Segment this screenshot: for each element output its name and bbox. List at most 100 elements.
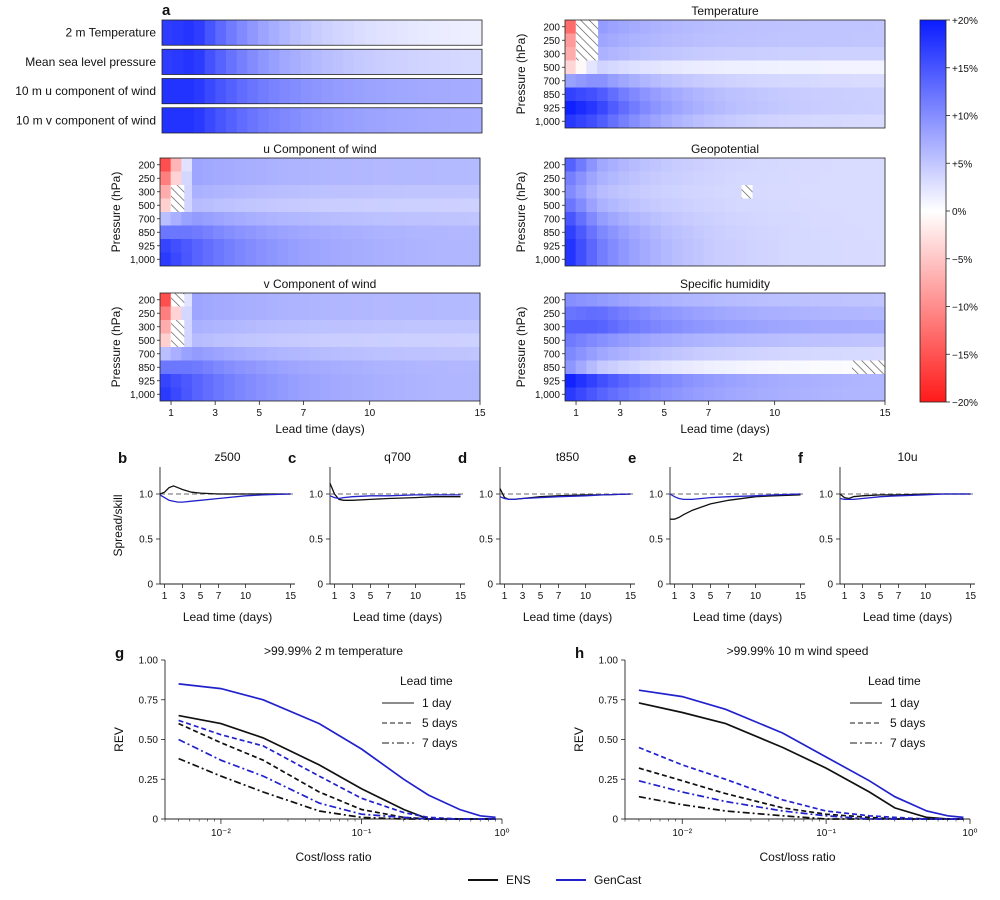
heat-cell — [448, 360, 460, 374]
heat-cell — [460, 107, 472, 133]
heat-cell — [469, 185, 481, 199]
heat-cell — [725, 225, 737, 239]
heat-cell — [831, 212, 843, 226]
heat-cell — [874, 171, 886, 185]
heat-cell — [671, 87, 683, 101]
heat-cell — [202, 374, 214, 388]
heat-cell — [234, 252, 246, 266]
heat-cell — [384, 158, 396, 172]
heat-cell — [309, 185, 321, 199]
heat-cell — [565, 212, 577, 226]
heat-cell — [639, 171, 651, 185]
heat-cell — [362, 374, 374, 388]
spread-x-tick-label: 15 — [625, 591, 637, 602]
heat-cell — [394, 225, 406, 239]
heat-cell — [703, 198, 715, 212]
heat-cell — [234, 171, 246, 185]
colorbar-tick-label: −15% — [952, 350, 978, 361]
heat-cell — [354, 20, 366, 46]
heat-cell — [426, 185, 438, 199]
spread-x-tick-label: 7 — [386, 591, 392, 602]
heat-cell — [618, 293, 630, 307]
heat-cell — [767, 87, 779, 101]
heat-cell — [799, 198, 811, 212]
heat-cell — [735, 33, 747, 47]
heat-cell — [341, 158, 353, 172]
rev-y-tick-label: 1.00 — [599, 656, 619, 667]
pressure-tick-label: 1,000 — [535, 255, 560, 266]
heat-cell — [639, 360, 651, 374]
heat-cell — [437, 212, 449, 226]
panel-letter-a: a — [162, 2, 171, 19]
heat-cell — [586, 87, 598, 101]
heat-cell — [693, 158, 705, 172]
heat-cell — [394, 374, 406, 388]
heat-cell — [405, 387, 417, 401]
heat-cell — [298, 333, 310, 347]
lead-axis-title: Lead time (days) — [680, 422, 769, 436]
heat-cell — [394, 198, 406, 212]
heat-cell — [778, 74, 790, 88]
heat-cell — [322, 49, 334, 75]
heat-cell — [874, 33, 886, 47]
heat-cell — [469, 239, 481, 253]
spread-x-tick-label: 10 — [240, 591, 252, 602]
heat-cell — [373, 374, 385, 388]
heat-cell — [607, 293, 619, 307]
heat-cell — [277, 252, 289, 266]
heat-cell — [607, 320, 619, 334]
heat-cell — [597, 158, 609, 172]
heat-cell — [650, 333, 662, 347]
heat-cell — [394, 212, 406, 226]
heat-cell — [575, 87, 587, 101]
heat-cell — [650, 293, 662, 307]
heat-cell — [181, 320, 193, 334]
heat-cell — [386, 20, 398, 46]
lead-tick-label: 5 — [257, 408, 263, 419]
heat-cell — [320, 239, 332, 253]
heat-cell — [714, 387, 726, 401]
heat-cell — [671, 374, 683, 388]
heat-cell — [170, 239, 182, 253]
heat-cell — [863, 387, 875, 401]
heat-cell — [298, 225, 310, 239]
pressure-axis-title: Pressure (hPa) — [514, 34, 528, 115]
heat-cell — [714, 239, 726, 253]
heat-cell — [831, 33, 843, 47]
heat-cell — [405, 198, 417, 212]
heat-cell — [183, 107, 195, 133]
heat-cell — [290, 20, 302, 46]
heat-cell — [693, 293, 705, 307]
heat-cell — [682, 158, 694, 172]
heat-cell — [352, 333, 364, 347]
heat-cell — [234, 185, 246, 199]
heat-cell — [810, 212, 822, 226]
heat-cell — [416, 320, 428, 334]
heat-cell — [853, 347, 865, 361]
heat-cell — [661, 20, 673, 34]
heat-cell — [799, 87, 811, 101]
spread-x-tick-label: 10 — [580, 591, 592, 602]
heat-cell — [245, 171, 257, 185]
heat-cell — [586, 101, 598, 115]
heat-cell — [661, 185, 673, 199]
heat-cell — [364, 78, 376, 104]
heat-cell — [746, 293, 758, 307]
heat-cell — [586, 374, 598, 388]
heat-cell — [170, 360, 182, 374]
heat-cell — [330, 360, 342, 374]
heat-cell — [629, 158, 641, 172]
heat-cell — [874, 101, 886, 115]
heat-cell — [448, 387, 460, 401]
heat-cell — [362, 225, 374, 239]
heat-cell — [375, 78, 387, 104]
heat-cell — [426, 387, 438, 401]
spread-x-tick-label: 5 — [198, 591, 204, 602]
heat-cell — [810, 47, 822, 61]
rev-x-tick-label: 10⁰ — [962, 828, 977, 839]
heat-cell — [842, 171, 854, 185]
heat-cell — [181, 306, 193, 320]
heat-cell — [213, 293, 225, 307]
heat-cell — [384, 225, 396, 239]
rev-x-tick-label: 10⁻² — [211, 828, 231, 839]
